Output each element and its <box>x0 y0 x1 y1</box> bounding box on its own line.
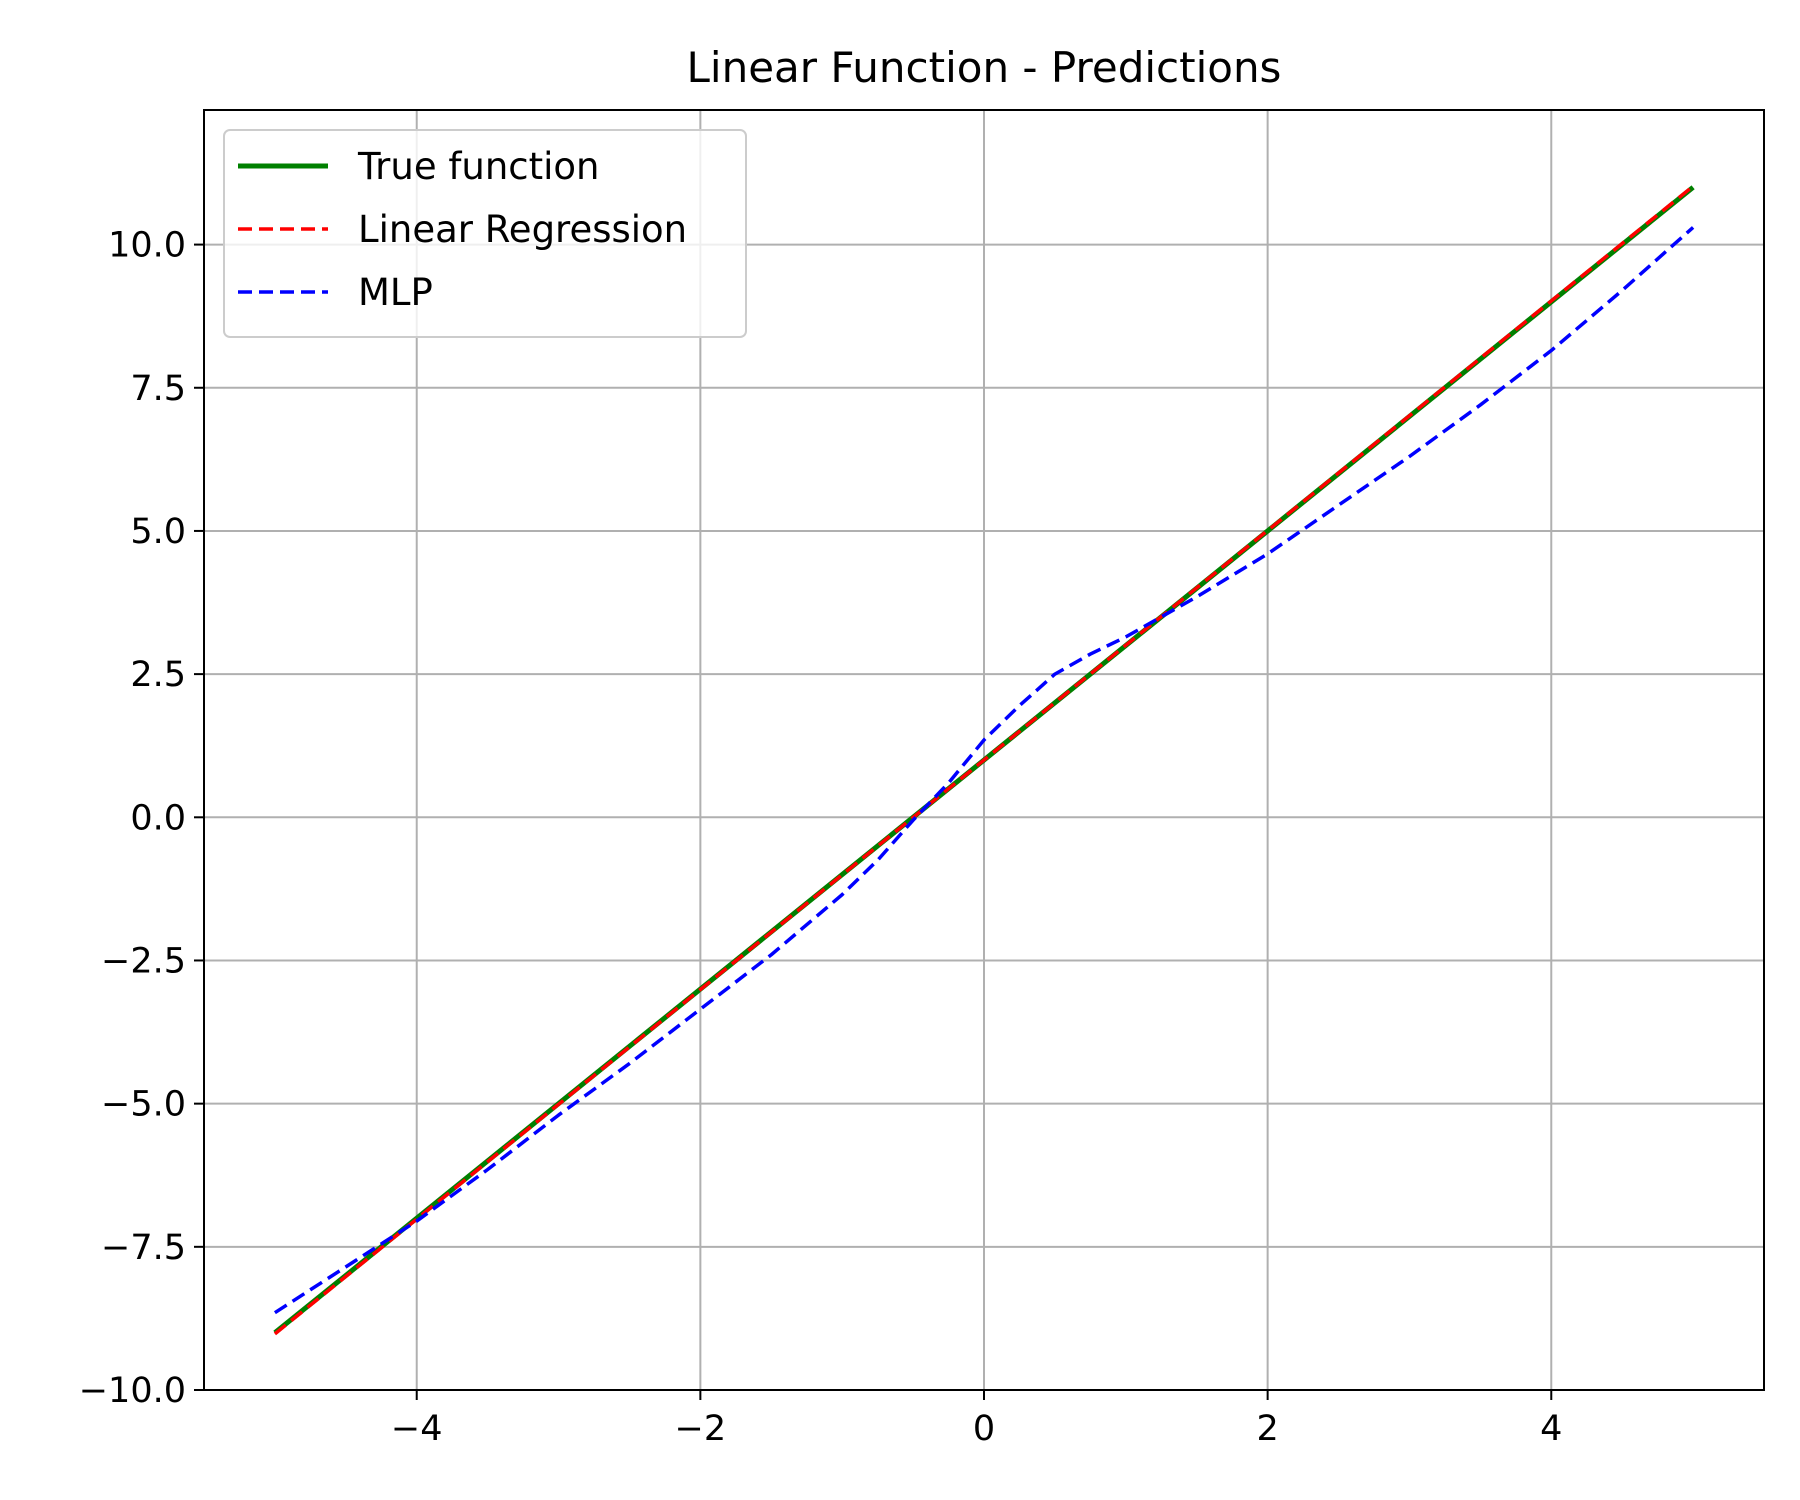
y-tick-label: −2.5 <box>101 941 186 981</box>
legend-box <box>223 129 747 338</box>
y-tick-label: 0.0 <box>130 798 186 838</box>
y-tick-label: −5.0 <box>101 1085 186 1125</box>
y-tick-label: −7.5 <box>101 1228 186 1268</box>
x-tick-label: −2 <box>675 1409 727 1449</box>
legend: True function Linear Regression MLP <box>223 129 747 338</box>
y-tick-label: 10.0 <box>108 226 186 266</box>
legend-label: MLP <box>358 271 433 314</box>
grid <box>204 110 1764 1391</box>
axis-ticks: −4 −2 0 2 4 −10.0 −7.5 −5.0 −2.5 0.0 2.5 5.0 7.5 10.0 <box>79 226 1563 1449</box>
x-tick-label: −4 <box>391 1409 443 1449</box>
x-tick-label: 0 <box>973 1409 995 1449</box>
y-tick-label: 7.5 <box>130 369 186 409</box>
series-layer <box>273 184 1695 1336</box>
y-tick-label: 5.0 <box>130 512 186 552</box>
legend-label: True function <box>357 145 600 188</box>
series-line-mlp <box>273 226 1695 1315</box>
x-tick-label: 2 <box>1256 1409 1278 1449</box>
series-line-linear-regression <box>273 184 1695 1336</box>
legend-label: Linear Regression <box>358 208 687 251</box>
y-tick-label: −10.0 <box>79 1371 186 1411</box>
x-tick-label: 4 <box>1540 1409 1562 1449</box>
y-tick-label: 2.5 <box>130 655 186 695</box>
chart-title: Linear Function - Predictions <box>687 43 1282 92</box>
